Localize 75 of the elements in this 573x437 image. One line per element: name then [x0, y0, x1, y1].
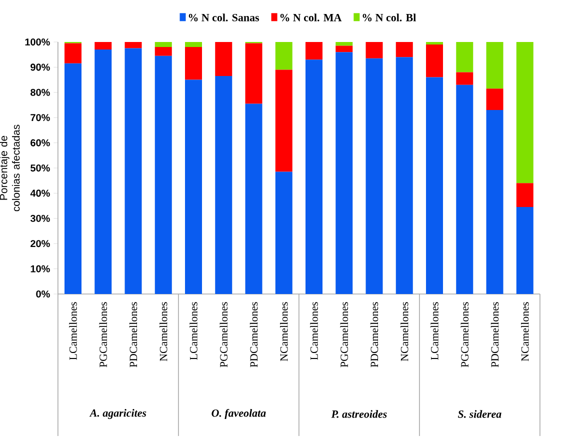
y-tick-label: 60%: [30, 139, 50, 146]
y-tick-label: 90%: [30, 64, 50, 71]
bar: [94, 42, 112, 50]
x-tick-label: LCamellones: [310, 302, 318, 360]
bar: [336, 42, 353, 46]
x-tick-label: LCamellones: [69, 302, 77, 360]
x-tick-label: PDCamellones: [250, 302, 258, 368]
bar: [486, 88, 504, 110]
bar: [124, 42, 142, 48]
y-tick-label: 70%: [30, 114, 50, 122]
x-tick-label: PDCamellones: [129, 302, 138, 368]
bar: [306, 60, 323, 294]
bar: [426, 77, 444, 294]
text: O. faveolata: [212, 408, 266, 420]
bar: [396, 57, 413, 294]
x-tick-label: PDCamellones: [370, 302, 378, 368]
bar: [426, 44, 444, 78]
bar: [94, 50, 112, 294]
bar: [215, 42, 232, 76]
bar: [64, 63, 82, 294]
bar: [516, 207, 534, 294]
legend-label: % N col. Sanas: [188, 14, 260, 22]
legend-label: % N col. Bl: [362, 14, 416, 22]
y-tick-label: 30%: [30, 214, 50, 222]
bar: [456, 84, 474, 294]
bar: [306, 42, 323, 60]
bar: [154, 42, 172, 48]
bar: [366, 58, 383, 294]
bar: [185, 47, 202, 80]
x-tick-label: LCamellones: [190, 302, 198, 360]
bar: [486, 110, 504, 294]
x-tick-label: NCamellones: [400, 302, 408, 362]
y-tick-label: 20%: [30, 240, 50, 248]
bar: [456, 72, 474, 85]
x-tick-label: NCamellones: [160, 302, 168, 362]
bar: [275, 42, 292, 70]
x-tick-label: PGCamellones: [340, 302, 348, 368]
y-tick-label: 0%: [36, 290, 50, 298]
x-tick-label: PGCamellones: [460, 302, 468, 368]
text: S. siderea: [458, 410, 502, 418]
y-axis-title: Porcentaje de colonias afectadas: [0, 124, 20, 212]
text: P. astreoides: [331, 410, 387, 418]
bar: [486, 42, 504, 89]
bar: [185, 80, 202, 294]
x-tick-label: PGCamellones: [99, 302, 107, 368]
x-tick-label: NCamellones: [280, 302, 288, 362]
text: A. agaricites: [89, 409, 146, 419]
y-tick-label: 80%: [30, 88, 50, 96]
bar: [336, 52, 353, 294]
legend-label: % N col. MA: [280, 14, 342, 22]
bar: [245, 104, 262, 294]
x-tick-label: PGCamellones: [220, 302, 228, 368]
y-tick-label: 100%: [25, 38, 50, 46]
bar: [245, 43, 262, 104]
bar: [456, 42, 474, 72]
x-tick-label: LCamellones: [430, 302, 438, 360]
bar: [336, 46, 353, 52]
bar: [516, 183, 534, 208]
bar: [366, 42, 383, 58]
bar: [275, 172, 292, 294]
x-tick-label: NCamellones: [521, 302, 529, 362]
y-tick-label: 50%: [30, 164, 50, 172]
bar: [516, 42, 534, 184]
bar: [154, 47, 172, 56]
x-tick-label: PDCamellones: [490, 302, 499, 368]
bar: [396, 42, 413, 58]
y-tick-label: 10%: [30, 265, 50, 272]
bar: [275, 70, 292, 172]
bar: [154, 56, 172, 294]
bar: [124, 48, 142, 294]
bar: [215, 76, 232, 294]
y-tick-label: 40%: [30, 190, 50, 197]
bar: [426, 42, 444, 45]
bar: [64, 43, 82, 64]
bar: [185, 42, 202, 48]
